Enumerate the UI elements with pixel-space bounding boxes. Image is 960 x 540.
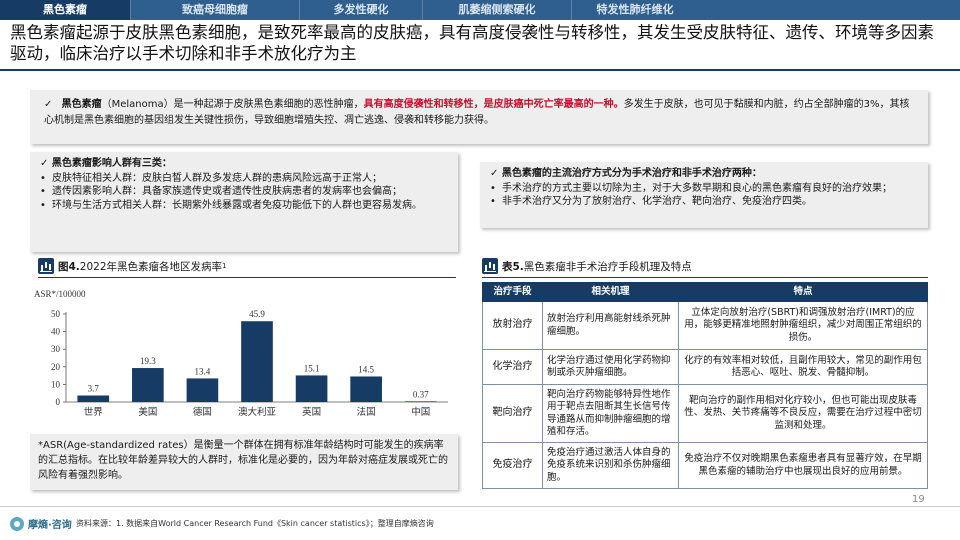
cell-mechanism: 化学治疗通过使用化学药物抑制或杀灭肿瘤细胞。 bbox=[542, 349, 679, 385]
treatment-title: ✓ 黑色素瘤的主流治疗方式分为手术治疗和非手术治疗两种： bbox=[490, 168, 762, 179]
table-row: 靶向治疗 靶向治疗药物能够特异性地作用于靶点去阻断其生长信号传导通路从而抑制肿瘤… bbox=[482, 384, 928, 443]
cell-features: 化疗的有效率相对较低，且副作用较大，常见的副作用包括恶心、呕吐、脱发、骨髓抑制。 bbox=[678, 349, 928, 385]
population-box: ✓ 黑色素瘤影响人群有三类： 皮肤特征相关人群：皮肤白皙人群及多发痣人群的患病风… bbox=[30, 152, 458, 252]
bar-value-label: 0.37 bbox=[413, 389, 429, 399]
tab-melanoma[interactable]: 黑色素瘤 bbox=[0, 0, 130, 20]
table-heading: 表5. 黑色素瘤非手术治疗手段机理及特点 bbox=[482, 258, 692, 274]
logo-icon bbox=[10, 516, 24, 531]
x-tick-label: 德国 bbox=[193, 406, 212, 418]
title-divider bbox=[0, 69, 960, 71]
check-icon: ✓ bbox=[44, 99, 53, 110]
figure-heading: 图4. 2022年黑色素瘤各地区发病率 1 bbox=[38, 258, 227, 274]
figure-label: 图4. bbox=[58, 260, 80, 273]
intro-box: ✓ 黑色素瘤（Melanoma）是一种起源于皮肤黑色素细胞的恶性肿瘤，具有高度侵… bbox=[30, 90, 928, 144]
x-tick-label: 英国 bbox=[302, 406, 321, 418]
y-tick-label: 20 bbox=[51, 362, 61, 372]
y-tick-label: 40 bbox=[51, 327, 61, 337]
brand-logo: 摩熵·咨询 bbox=[10, 516, 72, 531]
intro-term: 黑色素瘤 bbox=[61, 99, 102, 110]
bar-value-label: 45.9 bbox=[249, 309, 265, 319]
y-tick-label: 0 bbox=[56, 397, 61, 407]
tab-multiple-sclerosis[interactable]: 多发性硬化 bbox=[333, 3, 389, 16]
cell-method: 放射治疗 bbox=[482, 301, 543, 350]
tab-tab-2[interactable]: 致癌母细胞瘤 bbox=[182, 3, 248, 16]
bar bbox=[77, 395, 110, 402]
cell-mechanism: 靶向治疗药物能够特异性地作用于靶点去阻断其生长信号传导通路从而抑制肿瘤细胞的增殖… bbox=[542, 384, 679, 443]
tab-ipf[interactable]: 特发性肺纤维化 bbox=[596, 3, 674, 16]
list-item: 非手术治疗又分为了放射治疗、化学治疗、靶向治疗、免疫治疗四类。 bbox=[490, 195, 918, 209]
footer: 摩熵·咨询 资料来源：1. 数据来自World Cancer Research … bbox=[0, 494, 960, 540]
cell-features: 靶向治疗的副作用相对化疗较小，但也可能出现皮肤毒性、发热、关节疼痛等不良反应，需… bbox=[678, 384, 928, 443]
bar-value-label: 15.1 bbox=[304, 363, 320, 373]
bar bbox=[350, 376, 382, 402]
incidence-bar-chart: ASR*/100000 0 10 20 30 40 50 3.7 世界 19.3 美国 13.4 德… bbox=[34, 289, 448, 418]
x-tick-label: 美国 bbox=[138, 406, 157, 418]
tab-als[interactable]: 肌萎缩侧索硬化 bbox=[458, 3, 536, 16]
population-list: 皮肤特征相关人群：皮肤白皙人群及多发痣人群的患病风险远高于正常人； 遗传因素影响… bbox=[40, 172, 448, 213]
bar-value-label: 3.7 bbox=[88, 383, 100, 393]
chart-icon bbox=[38, 258, 54, 274]
bar bbox=[132, 368, 164, 402]
section-tabs: 黑色素瘤 致癌母细胞瘤 多发性硬化 肌萎缩侧索硬化 特发性肺纤维化 bbox=[0, 0, 960, 20]
figure-footnote-ref: 1 bbox=[222, 262, 227, 270]
cell-features: 立体定向放射治疗(SBRT)和调强放射治疗(IMRT)的应用，能够更精准地照射肿… bbox=[678, 301, 928, 350]
list-item: 遗传因素影响人群：具备家族遗传史或者遗传性皮肤病患者的发病率也会偏高； bbox=[40, 185, 448, 199]
asr-note: *ASR(Age-standardized rates）是衡量一个群体在拥有标准… bbox=[30, 434, 458, 490]
bar-value-label: 13.4 bbox=[195, 366, 211, 376]
treatment-box: ✓ 黑色素瘤的主流治疗方式分为手术治疗和非手术治疗两种： 手术治疗的方式主要以切… bbox=[480, 162, 928, 228]
table-header-features: 特点 bbox=[678, 282, 928, 302]
intro-english: （Melanoma） bbox=[101, 99, 174, 110]
y-axis-label: ASR*/100000 bbox=[34, 289, 86, 299]
bar bbox=[295, 375, 328, 402]
x-tick-label: 中国 bbox=[411, 406, 430, 418]
intro-highlight: 具有高度侵袭性和转移性，是皮肤癌中死亡率最高的一种。 bbox=[363, 99, 624, 110]
intro-text-2: 多发生于皮肤，也可见于黏膜和内脏，约占全部肿瘤的3%，其核心机制是黑色素细胞的基… bbox=[44, 99, 910, 126]
table-row: 化学治疗 化学治疗通过使用化学药物抑制或杀灭肿瘤细胞。 化疗的有效率相对较低，且… bbox=[482, 349, 928, 385]
bar-value-label: 19.3 bbox=[140, 356, 156, 366]
table-icon bbox=[482, 258, 498, 274]
intro-text-1: 是一种起源于皮肤黑色素细胞的恶性肿瘤， bbox=[173, 99, 364, 110]
x-tick-label: 世界 bbox=[84, 406, 104, 418]
cell-method: 化学治疗 bbox=[482, 349, 543, 385]
list-item: 手术治疗的方式主要以切除为主，对于大多数早期和良心的黑色素瘤有良好的治疗效果； bbox=[490, 182, 918, 196]
bar-value-label: 14.5 bbox=[358, 364, 374, 374]
cell-mechanism: 放射治疗利用高能射线杀死肿瘤细胞。 bbox=[542, 301, 679, 350]
treatment-table: 治疗手段 相关机理 特点 放射治疗 放射治疗利用高能射线杀死肿瘤细胞。 立体定向… bbox=[482, 282, 928, 489]
table-header-method: 治疗手段 bbox=[482, 282, 543, 302]
x-tick-label: 法国 bbox=[357, 406, 376, 418]
y-tick-label: 10 bbox=[51, 379, 61, 389]
cell-method: 靶向治疗 bbox=[482, 384, 543, 443]
bar bbox=[241, 321, 273, 402]
y-tick-label: 50 bbox=[51, 309, 61, 319]
treatment-list: 手术治疗的方式主要以切除为主，对于大多数早期和良心的黑色素瘤有良好的治疗效果； … bbox=[490, 182, 918, 209]
x-tick-label: 澳大利亚 bbox=[238, 406, 277, 418]
bar bbox=[186, 378, 219, 402]
table-row: 免疫治疗 免疫治疗通过激活人体自身的免疫系统来识别和杀伤肿瘤细胞。 免疫治疗不仅… bbox=[482, 442, 928, 489]
source-note: 资料来源：1. 数据来自World Cancer Research Fund《S… bbox=[76, 519, 434, 528]
population-title: ✓ 黑色素瘤影响人群有三类： bbox=[40, 158, 172, 169]
cell-features: 免疫治疗不仅对晚期黑色素瘤患者具有显著疗效，在早期黑色素瘤的辅助治疗中也展现出良… bbox=[678, 442, 928, 489]
table-row: 放射治疗 放射治疗利用高能射线杀死肿瘤细胞。 立体定向放射治疗(SBRT)和调强… bbox=[482, 301, 928, 350]
list-item: 环境与生活方式相关人群：长期紫外线暴露或者免疫功能低下的人群也更容易发病。 bbox=[40, 199, 448, 213]
figure-title: 2022年黑色素瘤各地区发病率 bbox=[79, 260, 223, 273]
table-title: 黑色素瘤非手术治疗手段机理及特点 bbox=[523, 260, 692, 273]
table-header-mechanism: 相关机理 bbox=[542, 282, 679, 302]
page-title: 黑色素瘤起源于皮肤黑色素细胞，是致死率最高的皮肤癌，具有高度侵袭性与转移性，其发… bbox=[10, 23, 934, 63]
bar bbox=[404, 401, 437, 402]
list-item: 皮肤特征相关人群：皮肤白皙人群及多发痣人群的患病风险远高于正常人； bbox=[40, 172, 448, 186]
cell-method: 免疫治疗 bbox=[482, 442, 543, 489]
logo-text: 摩熵·咨询 bbox=[28, 520, 72, 531]
y-tick-label: 30 bbox=[51, 344, 61, 354]
table-label: 表5. bbox=[502, 260, 524, 273]
cell-mechanism: 免疫治疗通过激活人体自身的免疫系统来识别和杀伤肿瘤细胞。 bbox=[542, 442, 679, 489]
page-number: 19 bbox=[912, 494, 925, 505]
